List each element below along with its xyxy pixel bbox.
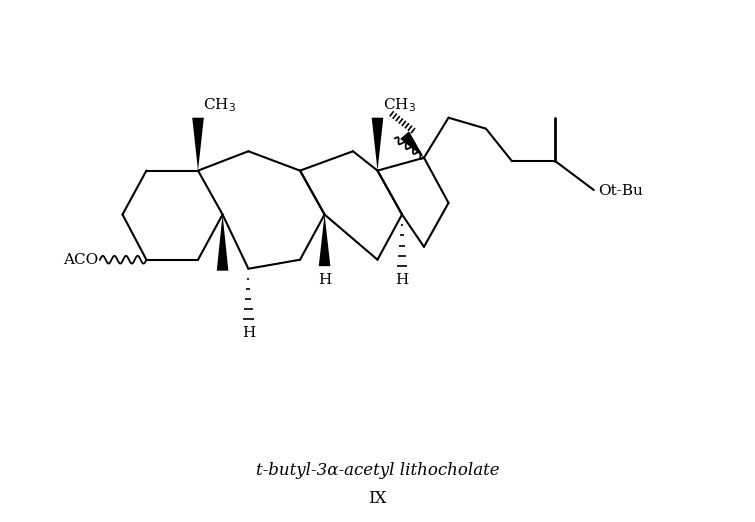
Polygon shape: [319, 215, 331, 266]
Text: CH$_3$: CH$_3$: [203, 96, 236, 114]
Polygon shape: [400, 132, 424, 158]
Text: ACO: ACO: [63, 253, 99, 267]
Text: H: H: [242, 326, 255, 339]
Text: t-butyl-3α-acetyl lithocholate: t-butyl-3α-acetyl lithocholate: [256, 462, 499, 479]
Polygon shape: [193, 117, 204, 171]
Text: CH$_3$: CH$_3$: [383, 96, 416, 114]
Text: H: H: [396, 272, 408, 287]
Text: IX: IX: [368, 490, 387, 507]
Polygon shape: [217, 215, 228, 271]
Polygon shape: [371, 117, 384, 171]
Text: H: H: [318, 272, 331, 287]
Text: Ot-Bu: Ot-Bu: [598, 184, 643, 198]
